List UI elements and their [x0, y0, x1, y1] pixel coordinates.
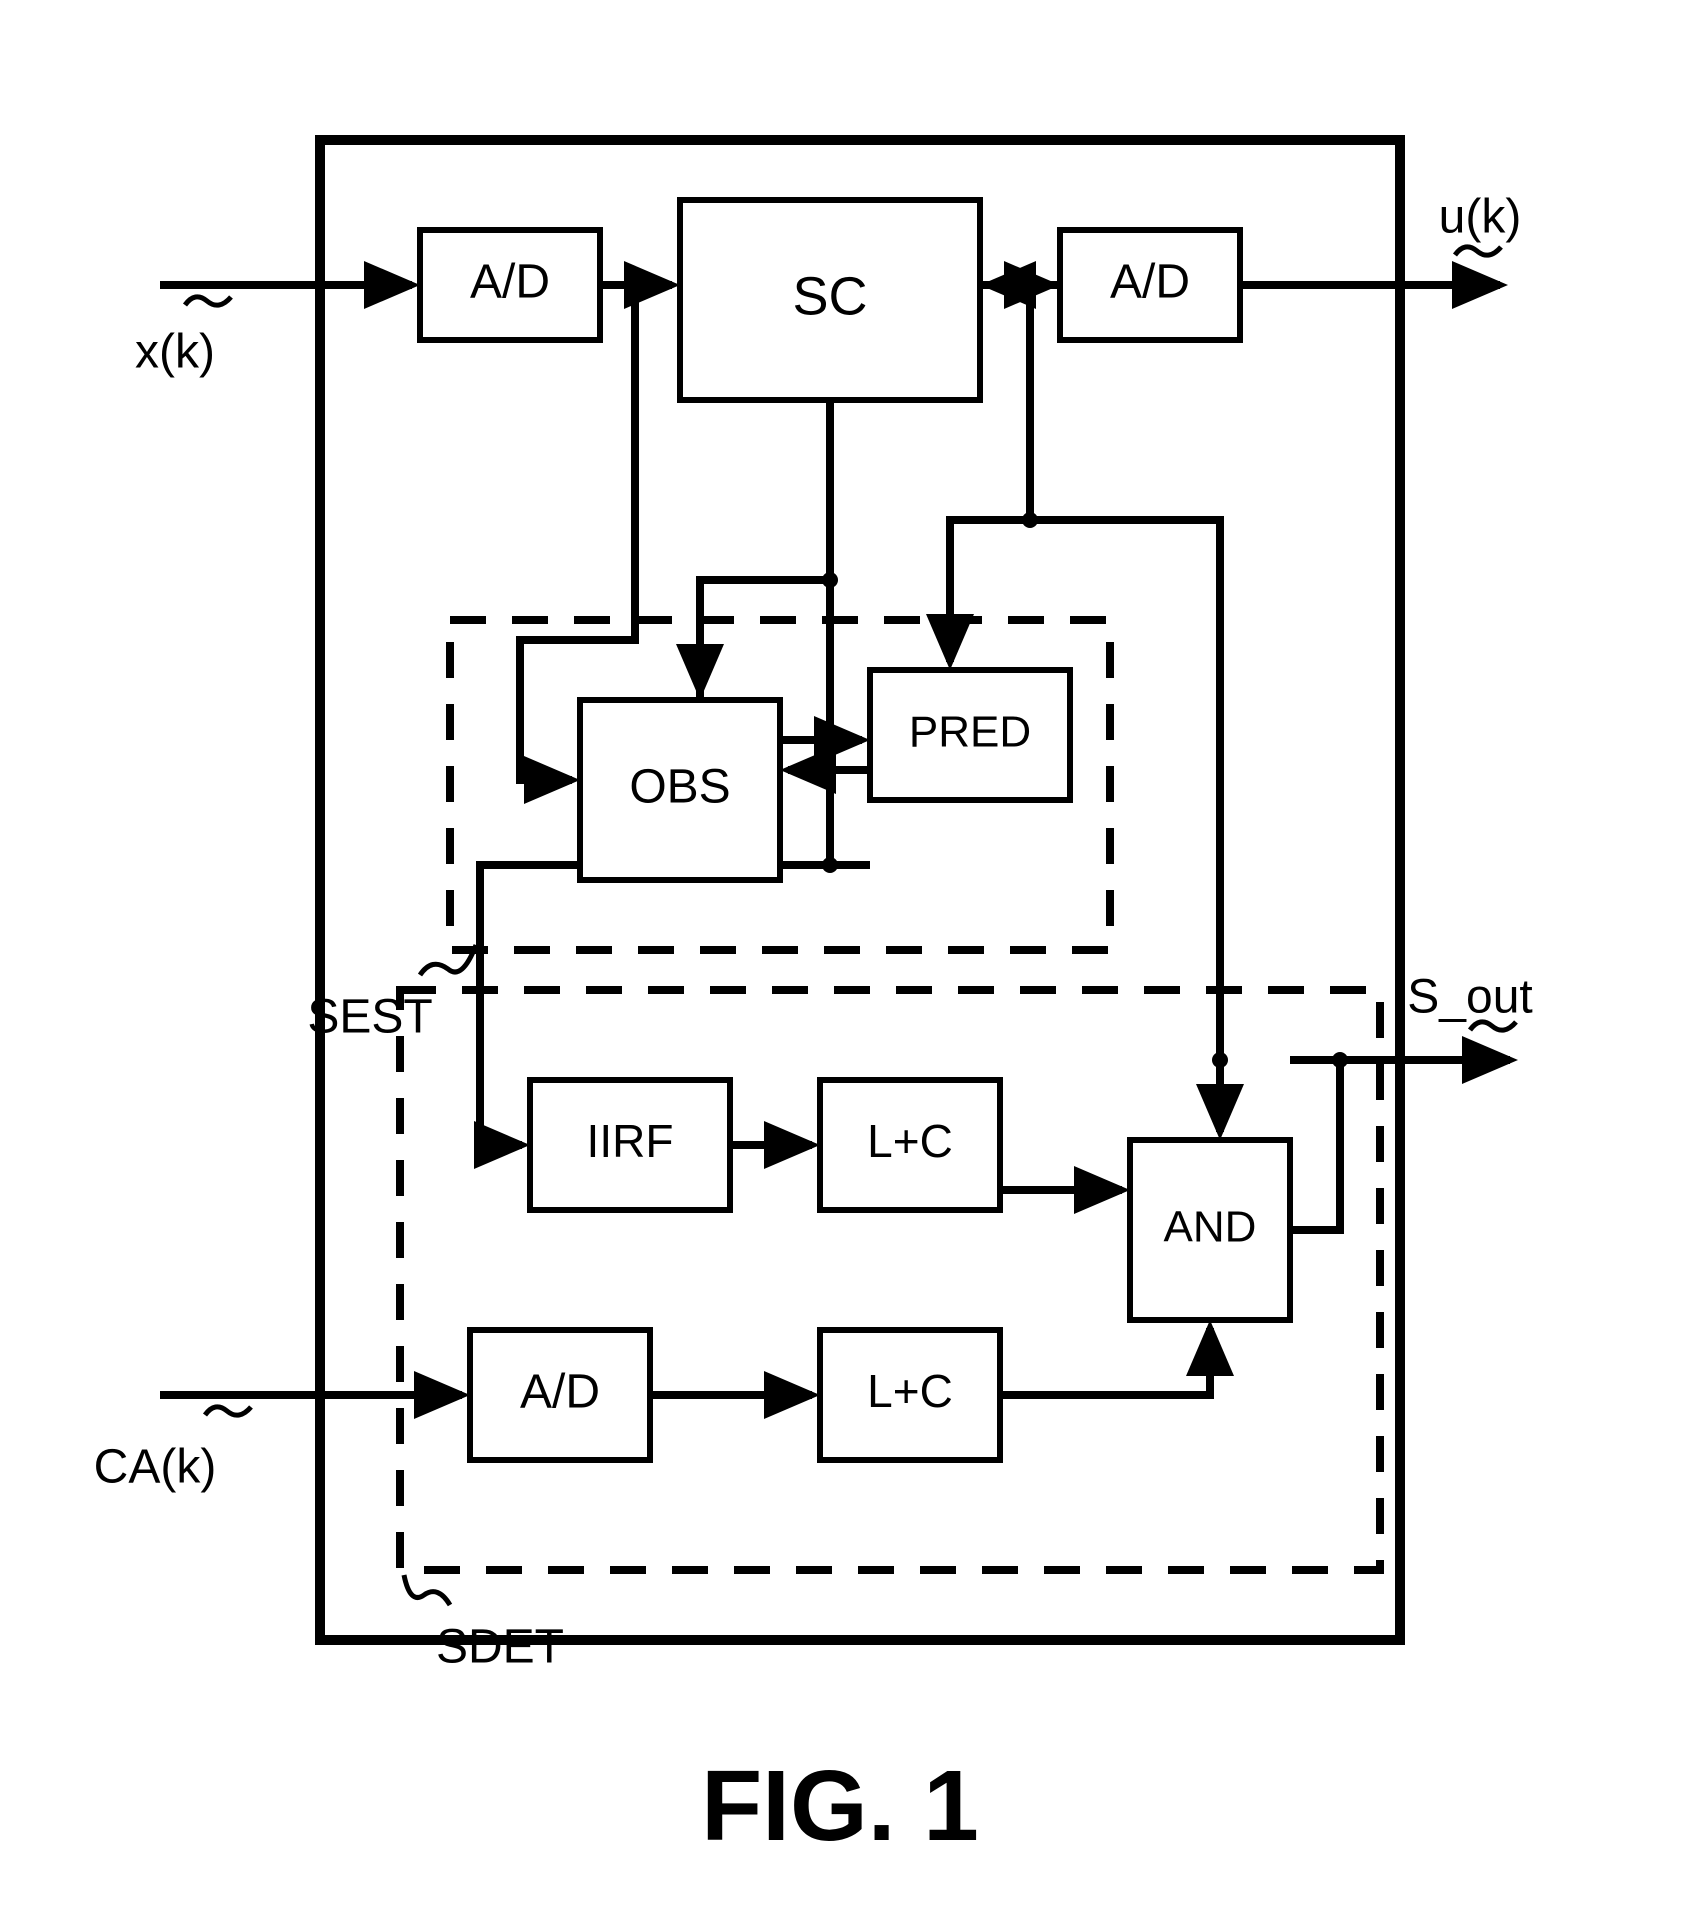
- block-pred: PRED: [870, 670, 1070, 800]
- svg-text:IIRF: IIRF: [587, 1115, 674, 1167]
- io-sout: S_out: [1407, 971, 1532, 1030]
- block-ad3: A/D: [470, 1330, 650, 1460]
- block-ad2: A/D: [1060, 230, 1240, 340]
- svg-text:A/D: A/D: [470, 256, 550, 309]
- svg-text:x(k): x(k): [135, 326, 215, 379]
- svg-text:L+C: L+C: [867, 1365, 953, 1417]
- svg-text:S_out: S_out: [1407, 971, 1532, 1024]
- io-uk: u(k): [1439, 191, 1522, 255]
- block-ad1: A/D: [420, 230, 600, 340]
- io-xk: x(k): [135, 297, 231, 379]
- wire-scbus-obs: [700, 580, 830, 692]
- block-lc2: L+C: [820, 1330, 1000, 1460]
- block-lc1: L+C: [820, 1080, 1000, 1210]
- wire-and-sout-v: [1290, 1060, 1340, 1230]
- io-cak: CA(k): [94, 1407, 251, 1494]
- figure-caption: FIG. 1: [701, 1750, 979, 1862]
- svg-text:CA(k): CA(k): [94, 1441, 217, 1494]
- svg-text:AND: AND: [1164, 1203, 1257, 1252]
- svg-text:A/D: A/D: [520, 1366, 600, 1419]
- block-and: AND: [1130, 1140, 1290, 1320]
- svg-text:u(k): u(k): [1439, 191, 1522, 244]
- svg-text:OBS: OBS: [629, 761, 730, 814]
- svg-text:PRED: PRED: [909, 708, 1031, 757]
- block-obs: OBS: [580, 700, 780, 880]
- svg-text:L+C: L+C: [867, 1115, 953, 1167]
- svg-text:SC: SC: [792, 266, 867, 326]
- label-sest: SEST: [307, 945, 476, 1044]
- svg-text:SEST: SEST: [307, 991, 432, 1044]
- wire-lc2-and: [1000, 1328, 1210, 1395]
- svg-text:A/D: A/D: [1110, 256, 1190, 309]
- svg-text:SDET: SDET: [436, 1621, 564, 1674]
- label-sdet: SDET: [404, 1575, 564, 1674]
- block-sc: SC: [680, 200, 980, 400]
- wire-ad2-pred: [950, 520, 1030, 662]
- block-iirf: IIRF: [530, 1080, 730, 1210]
